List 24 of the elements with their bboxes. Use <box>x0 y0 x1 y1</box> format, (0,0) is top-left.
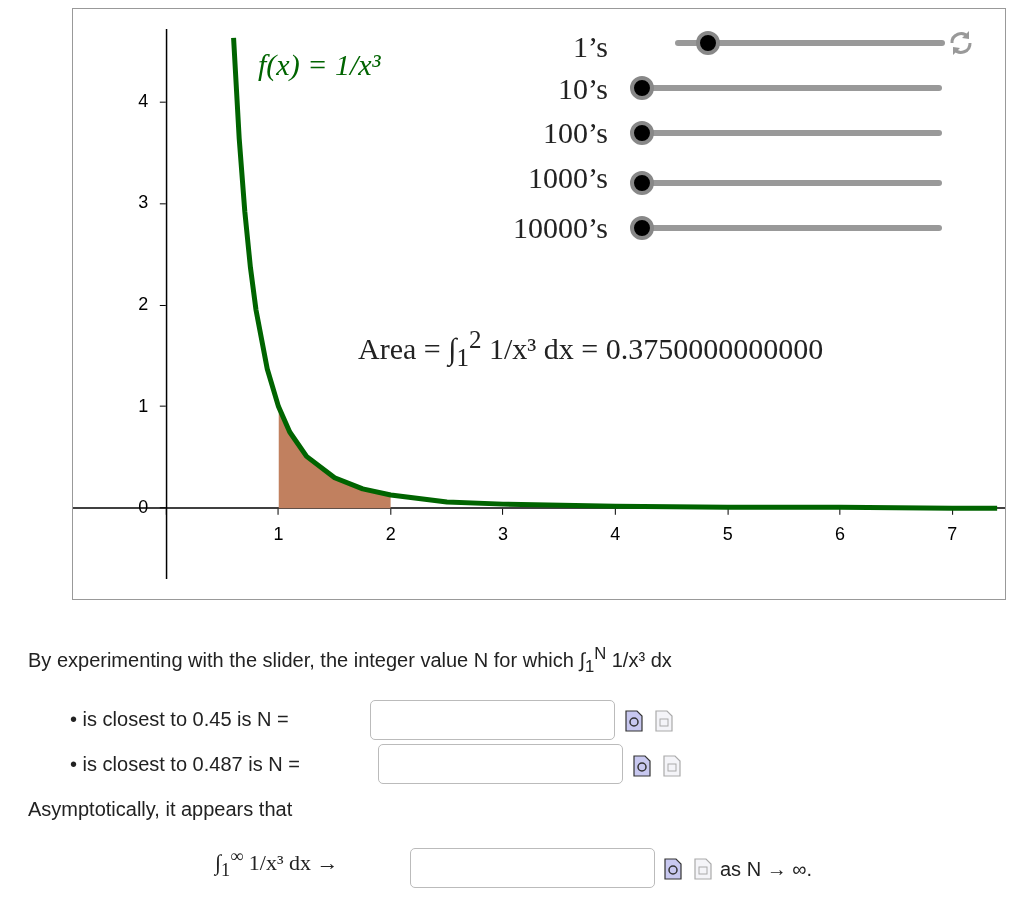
x-tick-label: 6 <box>834 523 845 544</box>
x-tick-label: 1 <box>273 523 284 544</box>
annotation: Area = ∫$_{1}$$^{2}$ 1/x³ dx = 0.3750000000000 <box>358 326 824 372</box>
text: ∫$_{1}$$^{∞}$ 1/x³ dx → <box>215 846 339 881</box>
x-tick-label: 4 <box>610 523 621 544</box>
annotation: 100’s <box>542 116 608 150</box>
x-tick-label: 7 <box>947 523 958 544</box>
text: • is closest to 0.45 is N = <box>70 708 289 731</box>
text: • is closest to 0.487 is N = <box>70 753 300 776</box>
x-tick-label: 5 <box>722 523 733 544</box>
annotation: 1000’s <box>527 161 608 195</box>
text: By experimenting with the slider, the integer value N for which ∫$_{1}$$^{N}$ 1/x³ dx <box>28 644 672 677</box>
y-tick-label: 3 <box>138 192 167 213</box>
y-tick-label: 1 <box>138 395 167 416</box>
y-tick-label: 2 <box>138 293 167 314</box>
text: as N → ∞. <box>720 858 813 881</box>
text: Asymptotically, it appears that <box>28 798 293 821</box>
x-tick-label: 2 <box>385 523 396 544</box>
annotation: 10000’s <box>512 211 608 245</box>
y-tick-label: 4 <box>138 90 167 111</box>
annotation: 10’s <box>557 72 608 106</box>
annotation: 1’s <box>572 30 608 64</box>
annotation: f(x) = 1/x³ <box>258 48 381 82</box>
x-tick-label: 3 <box>498 523 509 544</box>
